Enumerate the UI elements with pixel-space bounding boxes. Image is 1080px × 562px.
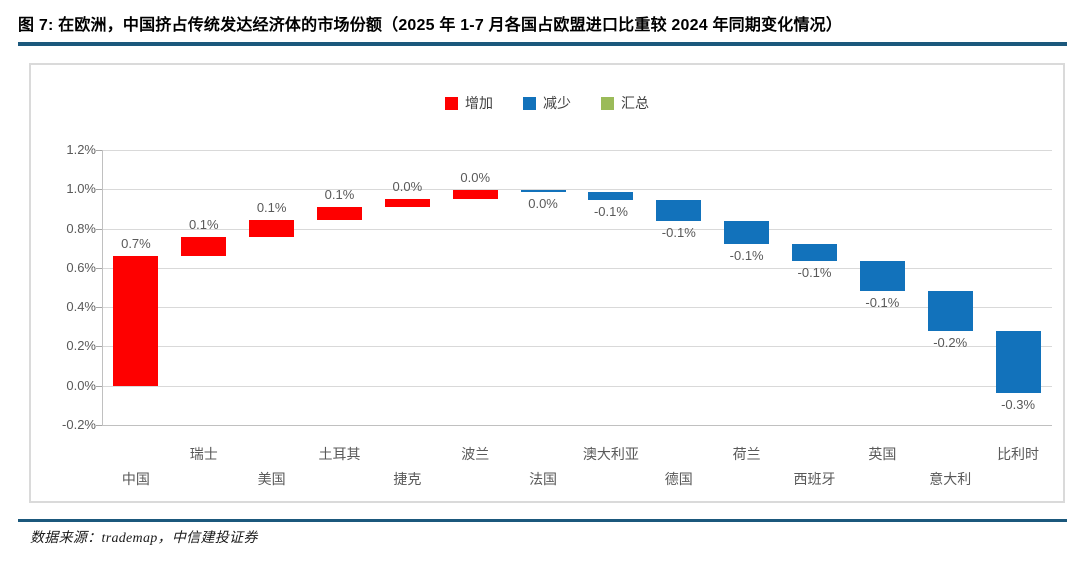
legend-label: 汇总	[621, 95, 649, 111]
y-axis-label: 0.4%	[66, 299, 96, 315]
category-label: 法国	[529, 471, 558, 487]
bar-value-label: 0.0%	[460, 169, 491, 185]
figure-title: 图 7: 在欧洲，中国挤占传统发达经济体的市场份额（2025 年 1-7 月各国…	[18, 17, 843, 34]
category-label: 意大利	[929, 471, 972, 487]
bar-value-label: 0.0%	[528, 195, 558, 211]
gridline	[102, 189, 1052, 191]
category-label: 中国	[121, 471, 150, 487]
category-label: 美国	[257, 471, 286, 487]
category-label: 波兰	[461, 446, 490, 462]
y-axis-tick	[96, 189, 102, 191]
y-axis-label: 0.8%	[66, 220, 96, 236]
gridline	[102, 346, 1052, 348]
bar-value-label: 0.1%	[256, 200, 287, 216]
y-axis-tick	[96, 150, 102, 151]
bar-value-label: -0.1%	[593, 204, 628, 220]
waterfall-bar-11	[792, 243, 837, 262]
y-axis-label: 1.2%	[66, 142, 96, 157]
waterfall-bar-2	[181, 237, 227, 256]
y-axis-label: -0.2%	[62, 417, 96, 432]
y-axis-tick	[96, 385, 102, 387]
legend-item-total: 汇总	[601, 93, 649, 113]
y-axis-label: 0.6%	[66, 259, 96, 275]
waterfall-bar-10	[724, 221, 770, 244]
data-source: 数据来源：trademap，中信建投证券	[30, 531, 258, 546]
y-axis-label: 1.0%	[66, 181, 96, 197]
bar-value-label: 0.1%	[188, 217, 219, 233]
bar-value-label: 0.0%	[392, 178, 423, 194]
category-label: 英国	[868, 446, 897, 462]
category-label: 土耳其	[318, 446, 361, 462]
legend-swatch-total	[601, 96, 614, 110]
waterfall-bar-12	[859, 261, 905, 291]
category-label: 德国	[664, 471, 693, 487]
y-axis-tick	[96, 267, 102, 269]
y-axis-tick	[96, 307, 102, 309]
category-label: 澳大利亚	[582, 446, 639, 462]
waterfall-bar-1	[113, 255, 159, 386]
bar-value-label: 0.1%	[324, 186, 355, 202]
legend-label: 减少	[543, 95, 571, 111]
gridline	[102, 425, 1052, 426]
bar-value-label: -0.2%	[933, 334, 968, 350]
gridline	[102, 385, 1052, 387]
category-label: 瑞士	[189, 446, 218, 462]
legend-item-decrease: 减少	[523, 93, 571, 113]
y-axis-tick	[96, 346, 102, 348]
waterfall-bar-5	[384, 198, 430, 207]
y-axis-tick	[96, 425, 102, 426]
waterfall-bar-3	[249, 220, 295, 237]
bar-value-label: -0.1%	[729, 247, 764, 263]
legend-swatch-decrease	[523, 96, 536, 110]
legend-item-increase: 增加	[445, 93, 493, 113]
waterfall-bar-8	[588, 191, 634, 201]
category-label: 西班牙	[793, 471, 836, 487]
footer-divider	[18, 519, 1067, 522]
title-divider	[18, 42, 1067, 46]
gridline	[102, 307, 1052, 309]
chart-container: 增加 减少 汇总 1.2% 1.0% 0.8% 0.6% 0.4% 0.2% 0.0% -0.2%…	[29, 63, 1065, 503]
gridline	[102, 150, 1052, 151]
waterfall-bar-13	[927, 290, 973, 331]
legend-swatch-increase	[445, 96, 458, 110]
gridline	[102, 228, 1052, 230]
bar-value-label: -0.1%	[661, 225, 696, 241]
bar-value-label: -0.3%	[1001, 397, 1036, 413]
waterfall-bar-6	[452, 189, 498, 199]
chart-legend: 增加 减少 汇总	[31, 93, 1063, 113]
waterfall-bar-9	[656, 200, 702, 222]
y-axis-line	[102, 150, 103, 425]
category-label: 捷克	[393, 471, 422, 487]
waterfall-bar-7	[520, 189, 566, 192]
bar-value-label: -0.1%	[865, 294, 900, 310]
y-axis-label: 0.0%	[66, 377, 96, 393]
legend-label: 增加	[465, 95, 493, 111]
waterfall-bar-4	[317, 206, 362, 221]
waterfall-bar-14	[995, 330, 1041, 394]
category-label: 比利时	[997, 446, 1040, 462]
y-axis-label: 0.2%	[66, 338, 96, 354]
bar-value-label: 0.7%	[121, 235, 151, 251]
category-label: 荷兰	[732, 446, 761, 462]
gridline	[102, 267, 1052, 269]
y-axis-tick	[96, 228, 102, 230]
bar-value-label: -0.1%	[797, 265, 832, 281]
